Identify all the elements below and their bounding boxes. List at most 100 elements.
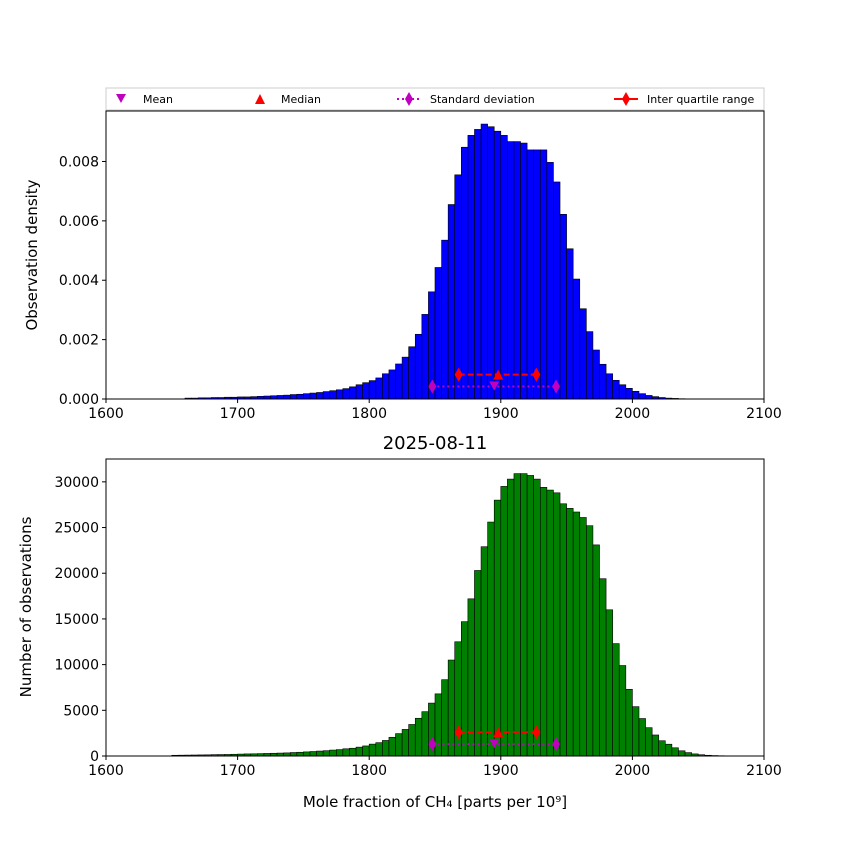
density-bar (454, 174, 462, 400)
count-bar (362, 745, 370, 757)
density-bar (355, 384, 363, 400)
density-panel: 1600 1700 1800 1900 2000 2100 0.000 0.002 0.004… (23, 110, 782, 422)
count-bar (612, 643, 620, 757)
count-x-tick-label: 1800 (351, 763, 387, 779)
count-bar (678, 750, 686, 757)
count-bar (375, 742, 383, 757)
density-bar (421, 314, 429, 400)
count-bar (335, 749, 344, 757)
density-bar (500, 135, 508, 400)
density-bar (493, 130, 502, 400)
density-bar (309, 392, 317, 400)
count-bar (342, 748, 350, 757)
density-plot-frame (105, 110, 765, 400)
density-stats (428, 367, 561, 394)
count-bar (618, 665, 627, 757)
density-bar (368, 380, 377, 400)
legend-median-label: Median (281, 93, 321, 106)
count-mean-marker (489, 739, 500, 749)
count-bars (171, 473, 725, 757)
count-bar (296, 751, 304, 757)
count-bar (454, 641, 462, 757)
density-bar (566, 248, 574, 400)
count-bar (461, 621, 469, 757)
density-bar (513, 141, 521, 400)
density-bar (447, 204, 456, 400)
density-bar (638, 393, 646, 400)
density-x-tick-label: 2000 (615, 406, 651, 422)
count-bar (658, 740, 666, 757)
count-bar (382, 740, 390, 757)
density-y-tick-label: 0.002 (59, 333, 99, 349)
count-bar (599, 578, 607, 757)
density-y-tick-label: 0.006 (59, 214, 99, 230)
density-x-ticks: 1600 1700 1800 1900 2000 2100 (88, 399, 782, 422)
density-bar (579, 308, 587, 400)
count-bar (322, 750, 331, 757)
count-bar (592, 544, 600, 757)
count-bar (625, 688, 633, 757)
count-bar (303, 751, 311, 757)
count-y-ticks: 0 5000 10000 15000 20000 25000 30000 (54, 475, 106, 765)
density-bar (296, 393, 304, 400)
density-bar (342, 388, 350, 400)
density-bar (388, 369, 396, 400)
count-bar (533, 478, 541, 757)
density-bar (546, 162, 554, 400)
density-bar (487, 126, 495, 400)
density-bar (289, 394, 298, 400)
density-bar (414, 333, 423, 400)
count-bar (520, 473, 528, 757)
count-bar (572, 511, 581, 757)
count-bar (480, 546, 488, 757)
density-bar (559, 214, 567, 400)
count-bar (447, 659, 456, 757)
density-bar (467, 135, 475, 400)
count-bar (500, 486, 508, 757)
density-x-tick-label: 1900 (483, 406, 519, 422)
density-y-tick-label: 0.004 (59, 273, 99, 289)
density-bar (401, 356, 409, 400)
count-x-axis-label: Mole fraction of CH₄ [parts per 10⁹] (303, 793, 567, 811)
density-bar (507, 141, 515, 400)
count-bar (513, 473, 521, 757)
density-x-tick-label: 1800 (351, 406, 387, 422)
count-bar (355, 746, 363, 757)
density-bar (612, 379, 620, 400)
iqr-legend-marker (622, 92, 630, 106)
count-bar (546, 489, 554, 757)
density-std-marker (428, 379, 437, 394)
count-bar (586, 525, 594, 757)
density-bar (605, 373, 613, 400)
density-y-tick-label: 0.008 (59, 154, 99, 170)
count-bar (507, 478, 515, 757)
density-bar (572, 278, 581, 400)
density-bar (349, 386, 357, 400)
count-bar (395, 733, 403, 757)
count-median-marker (493, 727, 504, 738)
legend-std-label: Standard deviation (430, 93, 535, 106)
count-bar (316, 750, 324, 757)
density-bars (184, 123, 686, 400)
density-x-tick-label: 1600 (88, 406, 124, 422)
density-bar (461, 146, 469, 400)
density-bar (553, 181, 561, 400)
count-y-tick-label: 15000 (54, 612, 99, 628)
count-y-tick-label: 10000 (54, 658, 99, 674)
density-x-tick-label: 1700 (220, 406, 256, 422)
count-x-tick-label: 1600 (88, 763, 124, 779)
density-bar (474, 129, 482, 400)
density-bar (533, 149, 541, 400)
count-bar (526, 475, 534, 757)
density-y-axis-label: Observation density (23, 179, 41, 330)
count-bar (579, 517, 587, 757)
count-bar (309, 751, 317, 757)
count-y-tick-label: 5000 (63, 703, 99, 719)
count-bar (539, 487, 548, 757)
count-plot-frame (105, 458, 765, 757)
legend-frame (105, 87, 765, 111)
count-stats (428, 725, 561, 752)
count-y-axis-label: Number of observations (17, 516, 35, 697)
density-bar (395, 363, 403, 400)
count-bar (671, 747, 679, 757)
